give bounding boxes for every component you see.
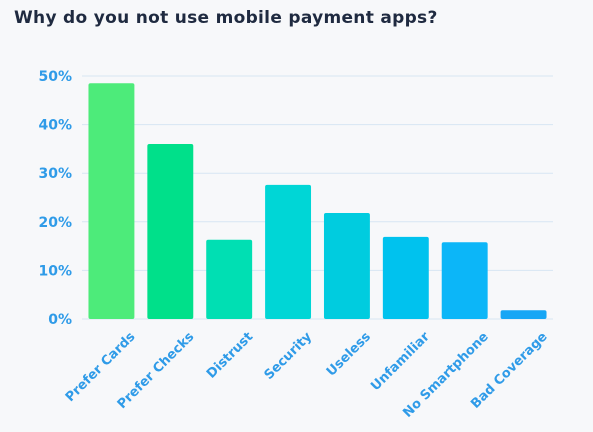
x-tick-label: Security [262,329,316,383]
chart-title: Why do you not use mobile payment apps? [14,8,438,28]
bars [88,83,547,319]
bar-prefer-cards [88,83,135,319]
y-tick-label: 10% [38,263,72,279]
bar-distrust [206,239,253,319]
x-tick-label: Useless [324,329,374,379]
x-tick-label: Distrust [204,329,256,381]
bar-prefer-checks [147,144,194,319]
bar-bad-coverage [500,310,547,319]
y-tick-label: 30% [38,166,72,182]
y-axis-ticks: 0% 10% 20% 30% 40% 50% [38,69,72,328]
bar-unfamiliar [382,236,429,319]
x-tick-label: Unfamiliar [368,329,433,394]
bar-useless [323,213,370,319]
bar-security [265,184,312,319]
y-tick-label: 50% [38,69,72,85]
bar-no-smartphone [441,242,488,319]
y-tick-label: 40% [38,118,72,134]
y-tick-label: 20% [38,215,72,231]
y-tick-label: 0% [48,312,72,328]
